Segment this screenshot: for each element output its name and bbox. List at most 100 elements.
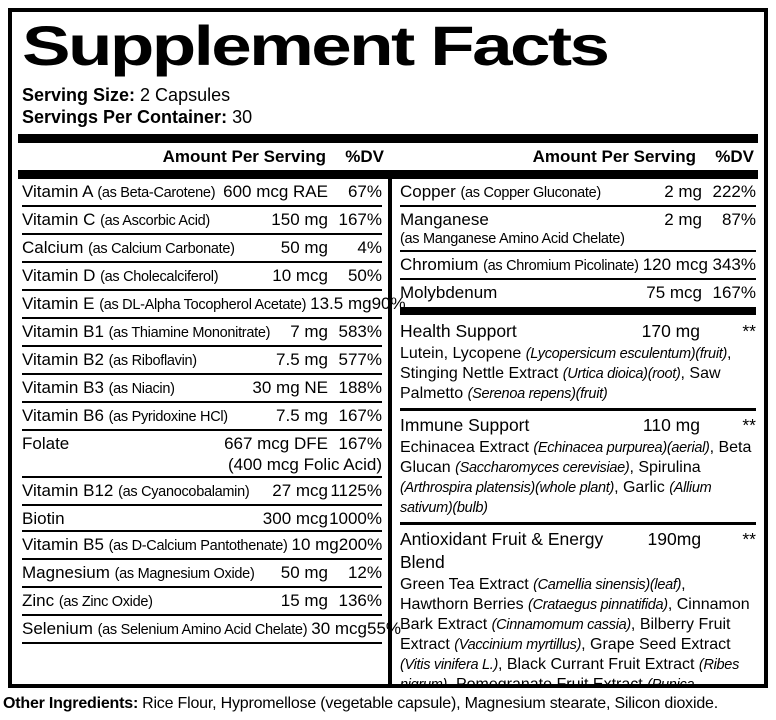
nutrient-name: Vitamin B1 (as Thiamine Mononitrate): [22, 322, 271, 341]
blend-title: Immune Support: [400, 415, 530, 435]
nutrient-amount: 667 mcg DFE: [224, 434, 328, 453]
nutrient-row-line: Vitamin E (as DL-Alpha Tocopherol Acetat…: [22, 293, 406, 316]
nutrient-row-line: Vitamin B3 (as Niacin) 30 mg NE 188%: [22, 377, 382, 400]
nutrient-row: Chromium (as Chromium Picolinate) 120 mcg…: [400, 252, 756, 280]
nutrient-dv: 222%: [712, 182, 756, 201]
blend-description: Green Tea Extract (Camellia sinensis)(le…: [400, 576, 750, 688]
nutrient-amount: 2 mg: [664, 210, 702, 229]
nutrient-form: (as Cyanocobalamin): [118, 484, 250, 500]
right-column-header: Amount Per Serving %DV: [388, 147, 758, 167]
nutrient-name: Vitamin B5 (as D-Calcium Pantothenate): [22, 535, 288, 554]
nutrient-row: Biotin 300 mcg 1000%: [22, 506, 382, 532]
left-nutrient-column: Vitamin A (as Beta-Carotene) 600 mcg RAE 6…: [18, 179, 406, 684]
nutrient-dv: 343%: [712, 255, 756, 274]
nutrient-row: Vitamin B6 (as Pyridoxine HCl) 7.5 mg 167%: [22, 403, 382, 431]
nutrient-dv: 167%: [338, 406, 382, 425]
nutrient-amount: 50 mg: [280, 238, 328, 257]
blend-section: Immune Support 110 mg ** Echinacea Extract …: [400, 408, 756, 522]
nutrient-amount: 30 mg NE: [252, 378, 328, 397]
blend-header: Health Support 170 mg **: [400, 320, 756, 343]
nutrient-dv: 577%: [338, 350, 382, 369]
dv-header: %DV: [345, 147, 384, 166]
nutrient-name: Vitamin C (as Ascorbic Acid): [22, 210, 210, 229]
nutrient-name: Biotin: [22, 509, 65, 528]
nutrient-row: Molybdenum 75 mcg 167%: [400, 280, 756, 304]
other-ingredients-line: Other Ingredients: Rice Flour, Hypromello…: [3, 694, 775, 714]
nutrient-dv: 136%: [338, 591, 382, 610]
serving-size-label: Serving Size:: [22, 85, 136, 105]
divider-bar-minerals: [400, 307, 756, 315]
blend-dv: **: [742, 415, 756, 435]
nutrient-form: (as Thiamine Mononitrate): [108, 325, 271, 341]
divider-bar-top: [18, 134, 758, 143]
nutrient-form: (as Riboflavin): [108, 353, 197, 369]
nutrient-row: Folate 667 mcg DFE 167% (400 mcg Folic Acid…: [22, 431, 382, 478]
nutrient-row-line: Vitamin B2 (as Riboflavin) 7.5 mg 577%: [22, 349, 382, 372]
nutrient-dv: 167%: [712, 283, 756, 302]
nutrient-row-line: Biotin 300 mcg 1000%: [22, 508, 382, 529]
other-ingredients-text: Rice Flour, Hypromellose (vegetable caps…: [142, 695, 718, 712]
nutrient-dv: 188%: [338, 378, 382, 397]
serving-size-value: 2 Capsules: [140, 85, 231, 105]
divider-bar-header: [18, 170, 758, 179]
nutrient-row: Manganese 2 mg 87% (as Manganese Amino Acid…: [400, 207, 756, 252]
nutrient-dv: 50%: [347, 266, 382, 285]
nutrient-row-line: Vitamin B1 (as Thiamine Mononitrate) 7 mg…: [22, 321, 382, 344]
nutrient-row-line: Vitamin B6 (as Pyridoxine HCl) 7.5 mg 167%: [22, 405, 382, 428]
nutrient-form: (as Copper Gluconate): [460, 185, 602, 201]
nutrient-dv: 583%: [338, 322, 382, 341]
nutrient-row-line: Vitamin B5 (as D-Calcium Pantothenate) 10…: [22, 534, 382, 557]
nutrient-form: (as Manganese Amino Acid Chelate): [400, 231, 625, 247]
nutrient-row-line: Vitamin A (as Beta-Carotene) 600 mcg RAE 6…: [22, 181, 382, 204]
nutrient-name: Vitamin B3 (as Niacin): [22, 378, 175, 397]
nutrient-name: Calcium (as Calcium Carbonate): [22, 238, 235, 257]
nutrient-row: Vitamin B3 (as Niacin) 30 mg NE 188%: [22, 375, 382, 403]
nutrient-name: Vitamin E (as DL-Alpha Tocopherol Acetat…: [22, 294, 307, 313]
blend-dv: **: [742, 321, 756, 341]
nutrient-name: Selenium (as Selenium Amino Acid Chelate…: [22, 619, 308, 638]
nutrient-amount: 15 mg: [280, 591, 328, 610]
nutrient-amount: 13.5 mg: [310, 294, 372, 313]
nutrient-form: (as Zinc Oxide): [58, 594, 153, 610]
nutrient-name: Chromium (as Chromium Picolinate): [400, 255, 639, 274]
nutrient-amount: 120 mcg: [642, 255, 708, 274]
nutrient-form: (as Selenium Amino Acid Chelate): [97, 622, 308, 638]
serving-size-line: Serving Size: 2 Capsules: [22, 84, 758, 106]
nutrient-amount: 150 mg: [271, 210, 328, 229]
nutrient-form: (as Cholecalciferol): [100, 269, 219, 285]
nutrient-name: Vitamin B6 (as Pyridoxine HCl): [22, 406, 229, 425]
nutrient-amount: 2 mg: [664, 182, 702, 201]
nutrient-amount: 30 mcg: [311, 619, 367, 638]
nutrient-name: Folate: [22, 434, 70, 453]
blend-header: Immune Support 110 mg **: [400, 414, 756, 437]
nutrient-sub-amount: (400 mcg Folic Acid): [228, 455, 382, 474]
blend-section: Health Support 170 mg ** Lutein, Lycopene (…: [400, 317, 756, 408]
left-column-header: Amount Per Serving %DV: [18, 147, 388, 167]
servings-per-container-value: 30: [232, 107, 253, 127]
nutrient-row-line: Chromium (as Chromium Picolinate) 120 mcg…: [400, 254, 756, 277]
blend-section: Antioxidant Fruit & Energy Blend 190mg ** G…: [400, 522, 756, 688]
nutrient-row: Calcium (as Calcium Carbonate) 50 mg 4%: [22, 235, 382, 263]
nutrient-row-line: Calcium (as Calcium Carbonate) 50 mg 4%: [22, 237, 382, 260]
nutrient-form: (as Calcium Carbonate): [88, 241, 235, 257]
nutrient-name: Vitamin D (as Cholecalciferol): [22, 266, 219, 285]
nutrient-form: (as Niacin): [108, 381, 175, 397]
nutrient-amount: 7 mg: [290, 322, 328, 341]
nutrient-row: Vitamin B12 (as Cyanocobalamin) 27 mcg 112…: [22, 478, 382, 506]
nutrient-amount: 7.5 mg: [276, 406, 328, 425]
nutrient-row: Selenium (as Selenium Amino Acid Chelate…: [22, 616, 401, 644]
nutrient-row-line: Manganese 2 mg 87%: [400, 209, 756, 230]
amount-per-serving-header: Amount Per Serving: [532, 147, 696, 166]
nutrient-form: (as Pyridoxine HCl): [108, 409, 229, 425]
nutrient-dv: 167%: [338, 210, 382, 229]
nutrient-row-line: Vitamin D (as Cholecalciferol) 10 mcg 50%: [22, 265, 382, 288]
right-nutrient-rows: Copper (as Copper Gluconate) 2 mg 222% Mang…: [400, 179, 756, 304]
blend-title: Antioxidant Fruit & Energy Blend: [400, 529, 604, 572]
amount-per-serving-header: Amount Per Serving: [162, 147, 326, 166]
panel-title: Supplement Facts: [22, 14, 610, 77]
nutrient-form: (as Ascorbic Acid): [100, 213, 210, 229]
nutrient-row-line: Vitamin B12 (as Cyanocobalamin) 27 mcg 112…: [22, 480, 382, 503]
nutrient-dv: 87%: [721, 210, 756, 229]
servings-per-container-label: Servings Per Container:: [22, 107, 228, 127]
nutrient-row-line: Folate 667 mcg DFE 167%: [22, 433, 382, 454]
